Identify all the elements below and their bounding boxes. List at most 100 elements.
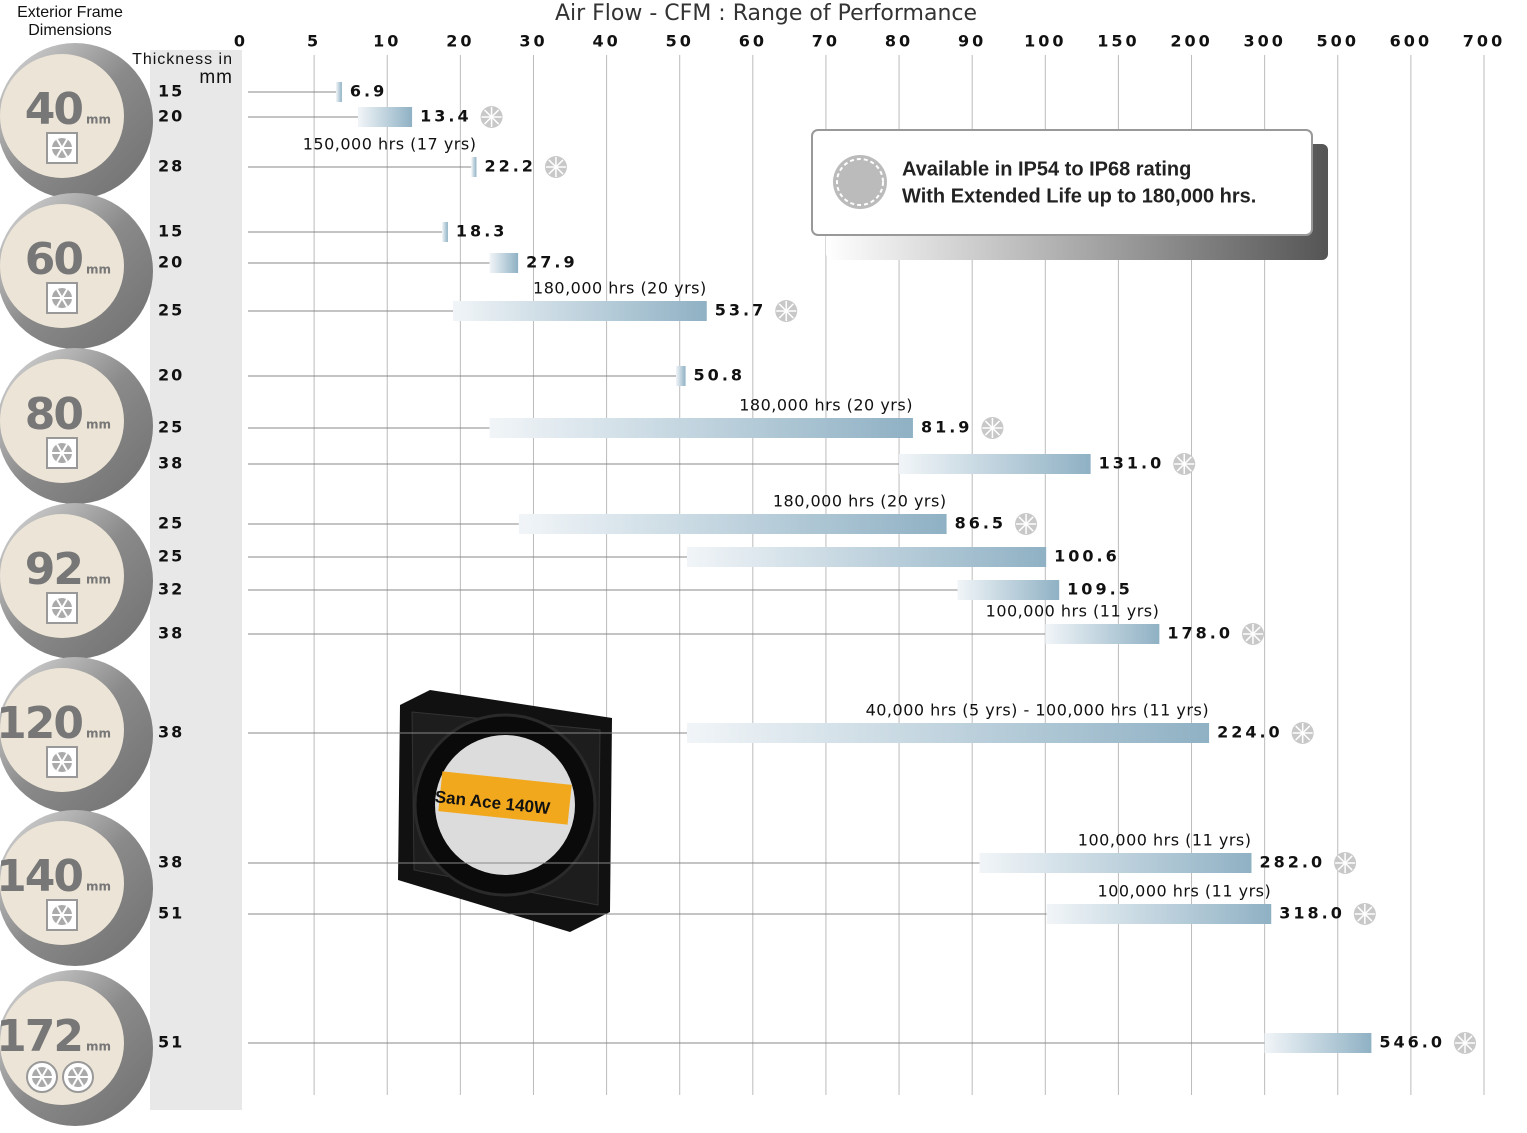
fan-blade [61,598,68,609]
value-label: 546.0 [1379,1033,1445,1052]
value-label: 81.9 [921,418,972,437]
x-tick-label: 80 [885,32,913,51]
bar [687,723,1210,743]
value-label: 109.5 [1067,580,1133,599]
frame-unit: mm [86,263,111,277]
thickness: 15 [158,82,184,101]
fan-blade [56,752,63,763]
thickness: 25 [158,418,184,437]
x-tick-label: 0 [234,32,248,51]
frame-size: 172 [0,1011,82,1062]
note-line: With Extended Life up to 180,000 hrs. [902,185,1256,207]
x-tick-label: 20 [446,32,474,51]
life-label: 150,000 hrs (17 yrs) [303,135,477,154]
x-tick-label: 30 [519,32,547,51]
value-label: 131.0 [1099,454,1165,473]
value-label: 53.7 [715,301,766,320]
frame-label: Exterior Frame [17,4,123,21]
bar [676,366,686,386]
frame-disc [0,514,124,638]
x-tick-label: 40 [592,32,620,51]
ip-icon-blade [991,427,1001,436]
ip-icon-blade [548,159,557,168]
fan-blade [61,914,68,925]
ip-icon [833,155,887,209]
ip-icon-blade [483,116,493,125]
ip-icon-blade [1295,732,1304,741]
ip-icon-blade [1183,463,1192,472]
thickness: 38 [158,723,184,742]
value-label: 86.5 [955,514,1006,533]
fan-blade [61,607,68,618]
fan-blade [72,1076,79,1087]
ip-icon-blade [491,109,500,118]
ip-icon-ring [836,158,884,206]
ip-icon-blade [1025,523,1034,532]
bar [899,454,1091,474]
thickness: 20 [158,107,184,126]
thickness: 25 [158,514,184,533]
thickness: 25 [158,301,184,320]
thickness: 32 [158,580,184,599]
frame-disc [0,668,124,792]
bar [1046,904,1272,924]
frame-disc [0,54,124,178]
fan-blade [56,138,63,149]
bar [336,82,342,102]
frame-size: 80 [25,389,83,440]
ip-icon-blade [1245,626,1254,635]
bar [489,418,913,438]
ip-icon-blade [1018,516,1027,525]
thickness-column [150,50,242,1110]
ip-icon-blade [555,159,564,168]
ip-icon-blade [1183,456,1192,465]
ip-icon-blade [1018,523,1027,532]
ip-icon-blade [785,310,794,319]
bar [471,157,477,177]
ip-icon-blade [1344,862,1353,871]
x-tick-label: 500 [1317,32,1359,51]
ip-icon-blade [1364,906,1373,915]
ip-icon-blade [1302,725,1311,734]
ip-icon-blade [1337,855,1346,864]
value-label: 282.0 [1259,853,1325,872]
ip-icon-blade [778,310,787,319]
frame-unit: mm [86,880,111,894]
ip-icon-blade [984,427,993,436]
thickness: 20 [158,366,184,385]
fan-blade [77,1067,84,1078]
x-tick-label: 60 [739,32,767,51]
bar [1045,624,1160,644]
ip-icon-blade [1252,633,1261,642]
frame-disc [0,821,124,945]
bar [442,222,448,242]
frame-unit: mm [86,727,111,741]
ip-icon-blade [1337,862,1346,871]
ip-icon-blade [984,420,993,429]
fan-blade [61,905,68,916]
thickness: 38 [158,454,184,473]
fan-blade [56,147,63,158]
fan-blade [56,443,63,454]
ip-icon-blade [1176,463,1185,472]
note-line: Available in IP54 to IP68 rating [902,158,1191,180]
x-tick-label: 200 [1170,32,1212,51]
life-label: 180,000 hrs (20 yrs) [533,279,707,298]
ip-icon-blade [1357,906,1366,915]
thickness: 15 [158,222,184,241]
frame-size: 40 [25,84,83,135]
value-label: 22.2 [484,157,535,176]
thickness: 38 [158,853,184,872]
ip-icon-blade [1176,456,1185,465]
value-label: 224.0 [1217,723,1283,742]
ip-icon-blade [1464,1035,1473,1044]
thickness: 51 [158,904,184,923]
fan-blade [56,598,63,609]
ip-icon-blade [483,109,493,118]
fan-blade [56,914,63,925]
x-tick-label: 600 [1390,32,1432,51]
ip-note: Available in IP54 to IP68 rating With Ex… [811,129,1328,260]
ip-icon-blade [491,116,500,125]
value-label: 27.9 [526,253,577,272]
